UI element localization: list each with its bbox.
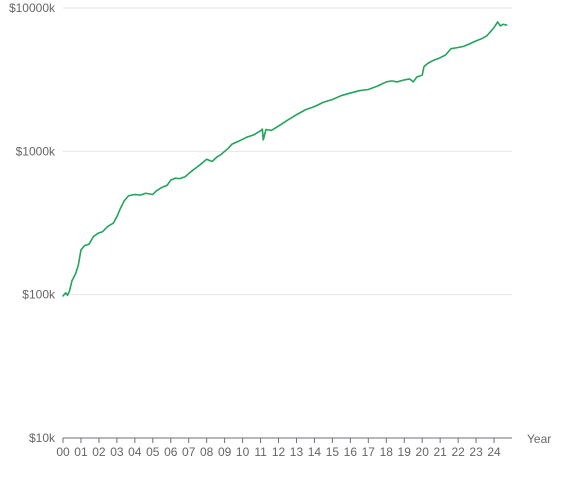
x-tick-label: 06: [164, 445, 178, 459]
x-tick-label: 18: [380, 445, 394, 459]
x-tick-label: 10: [236, 445, 250, 459]
x-tick-label: 03: [110, 445, 124, 459]
x-tick-label: 01: [74, 445, 88, 459]
x-tick-label: 17: [362, 445, 376, 459]
x-tick-label: 11: [254, 445, 267, 459]
x-tick-label: 00: [56, 445, 70, 459]
x-tick-label: 19: [398, 445, 412, 459]
x-axis: [62, 437, 512, 443]
x-tick-label: 15: [326, 445, 340, 459]
x-tick-label: 20: [416, 445, 430, 459]
x-tick-label: 09: [218, 445, 232, 459]
x-tick-label: 12: [272, 445, 286, 459]
grid-lines: [63, 7, 512, 296]
x-axis-title: Year: [527, 432, 551, 446]
series-line: [62, 21, 508, 297]
series-layer: [62, 21, 508, 297]
x-tick-label: 21: [433, 445, 447, 459]
y-axis-labels: $10k $100k $1000k $10000k: [9, 1, 56, 445]
y-tick-label: $10000k: [9, 1, 56, 15]
x-tick-label: 07: [182, 445, 196, 459]
y-tick-label: $10k: [29, 431, 56, 445]
x-tick-label: 23: [469, 445, 483, 459]
x-tick-label: 13: [290, 445, 304, 459]
x-tick-label: 22: [451, 445, 465, 459]
y-tick-label: $1000k: [16, 144, 56, 158]
x-tick-label: 16: [344, 445, 358, 459]
x-tick-label: 04: [128, 445, 142, 459]
x-axis-labels: 00 01 02 03 04 05 06 07 08 09 10 11 12 13 14 15 16 17 18 19…: [56, 445, 501, 459]
x-tick-label: 02: [92, 445, 106, 459]
x-tick-label: 14: [308, 445, 322, 459]
x-tick-label: 24: [487, 445, 501, 459]
x-tick-label: 08: [200, 445, 214, 459]
y-tick-label: $100k: [22, 288, 56, 302]
x-tick-label: 05: [146, 445, 160, 459]
